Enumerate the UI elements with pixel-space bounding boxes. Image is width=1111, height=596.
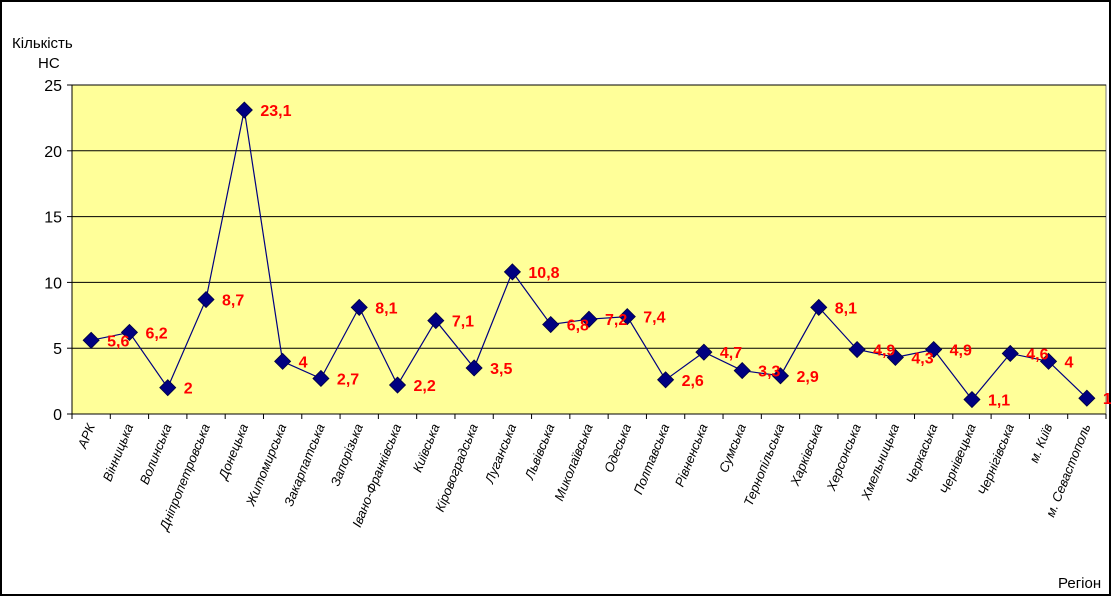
data-label: 1,2 [1103, 391, 1111, 408]
data-label: 3,3 [758, 364, 780, 381]
data-label: 2,2 [414, 378, 436, 395]
data-label: 8,1 [835, 300, 857, 317]
data-point-marker [350, 298, 368, 316]
data-point-marker [810, 298, 828, 316]
data-point-marker [542, 315, 560, 334]
data-point-marker [657, 371, 675, 389]
data-point-marker [733, 362, 751, 380]
data-point-marker [771, 367, 790, 385]
data-label: 8,7 [222, 293, 244, 310]
data-label: 4,6 [1026, 346, 1048, 363]
data-point-marker [503, 263, 521, 281]
data-label: 2,6 [682, 373, 704, 390]
data-point-marker [312, 369, 330, 388]
data-label: 4,3 [911, 350, 933, 367]
data-label: 10,8 [528, 265, 559, 282]
data-point-marker [197, 290, 215, 309]
y-axis-title-line2: НС [38, 55, 60, 72]
data-point-marker [82, 331, 100, 349]
data-label: 2 [184, 381, 193, 398]
data-point-marker [963, 390, 981, 409]
data-point-marker [388, 376, 407, 394]
data-label: 8,1 [375, 300, 397, 317]
data-point-marker [1001, 344, 1019, 363]
data-point-marker [235, 101, 253, 119]
y-tick-label: 25 [44, 78, 62, 95]
data-label: 1,1 [988, 393, 1010, 410]
data-label: 7,4 [643, 310, 665, 327]
data-point-marker [1078, 389, 1096, 407]
markers [82, 101, 1096, 409]
data-point-marker [1039, 352, 1058, 370]
data-point-marker [580, 310, 598, 328]
data-label: 2,7 [337, 371, 359, 388]
data-label: 23,1 [260, 103, 291, 120]
x-axis-title: Регіон [1058, 575, 1101, 592]
data-label: 7,2 [605, 312, 627, 329]
data-point-marker [925, 340, 943, 359]
data-point-marker [465, 359, 483, 377]
data-label: 4 [1065, 354, 1074, 371]
data-label: 6,2 [145, 325, 167, 342]
data-point-marker [120, 323, 139, 341]
data-point-marker [618, 308, 636, 326]
y-tick-label: 20 [44, 144, 62, 161]
data-labels: 5,6 6,2 2 8,7 23,1 4 2,7 8,1 2,2 7,1 3,5 10,8 6,8 7,2… [107, 103, 1111, 410]
data-label: 4,9 [873, 343, 895, 360]
data-label: 6,8 [567, 318, 589, 335]
data-label: 5,6 [107, 333, 129, 350]
y-axis: 0 5 10 15 20 25 [44, 78, 73, 424]
data-label: 7,1 [452, 314, 474, 331]
y-axis-title-line1: Кількість [12, 35, 73, 52]
y-tick-label: 15 [44, 210, 62, 227]
data-point-marker [427, 311, 445, 330]
data-point-marker [848, 340, 866, 359]
data-point-marker [695, 343, 713, 361]
data-point-marker [274, 352, 292, 370]
y-tick-label: 5 [53, 341, 62, 358]
plot-area [71, 84, 1107, 415]
y-tick-label: 10 [44, 275, 62, 292]
data-point-marker [159, 379, 177, 397]
data-label: 4 [299, 354, 308, 371]
data-label: 3,5 [490, 361, 512, 378]
data-label: 4,7 [720, 345, 742, 362]
data-label: 4,9 [950, 343, 972, 360]
y-tick-label: 0 [53, 407, 62, 424]
data-label: 2,9 [796, 369, 818, 386]
data-point-marker [886, 348, 904, 366]
